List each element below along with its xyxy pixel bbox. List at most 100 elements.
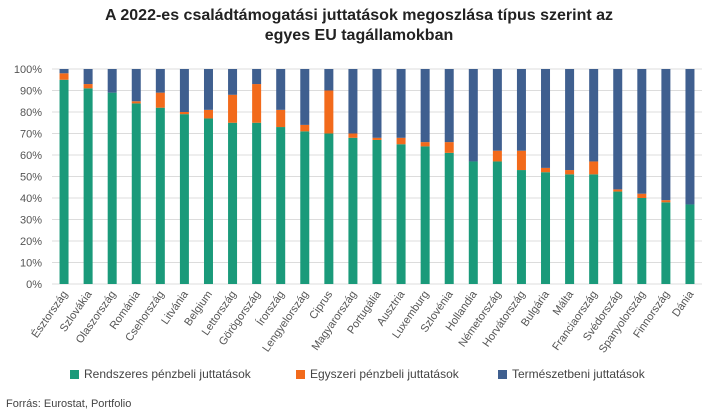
bar-segment — [83, 84, 93, 89]
bar-segment — [300, 69, 310, 125]
legend-label: Rendszeres pénzbeli juttatások — [84, 367, 252, 381]
bar-segment — [492, 161, 502, 284]
bar-segment — [228, 69, 238, 95]
bar-segment — [420, 146, 430, 284]
bar-segment — [59, 73, 69, 80]
y-tick-label: 80% — [20, 107, 42, 119]
y-tick-label: 50% — [20, 172, 42, 184]
bar-segment — [300, 131, 310, 284]
bar-segment — [685, 204, 695, 284]
bar-segment — [155, 69, 165, 93]
bar-segment — [444, 152, 454, 284]
bar-segment — [637, 198, 647, 284]
bar-segment — [589, 161, 599, 175]
bar-segment — [83, 69, 93, 85]
bar-segment — [203, 118, 213, 284]
bar-segment — [300, 124, 310, 132]
bar-segment — [565, 69, 575, 171]
bar-segment — [516, 150, 526, 171]
bar-segment — [637, 69, 647, 194]
y-tick-label: 60% — [20, 150, 42, 162]
bar-segment — [155, 92, 165, 108]
bar-segment — [59, 69, 69, 74]
bar-segment — [179, 114, 189, 285]
bar-segment — [324, 90, 334, 134]
bar-segment — [252, 84, 262, 123]
bar-layer — [59, 69, 695, 285]
bar-segment — [420, 69, 430, 143]
legend-swatch — [296, 370, 305, 379]
y-tick-label: 10% — [20, 258, 42, 270]
bar-segment — [589, 69, 599, 162]
x-tick-label: Dánia — [670, 288, 697, 319]
bar-segment — [613, 69, 623, 190]
bar-segment — [468, 69, 478, 162]
bar-segment — [468, 161, 478, 284]
bar-segment — [348, 69, 358, 134]
bar-segment — [252, 122, 262, 284]
chart-title: A 2022-es családtámogatási juttatások me… — [0, 6, 718, 46]
legend-label: Egyszeri pénzbeli juttatások — [310, 367, 460, 381]
bar-segment — [565, 174, 575, 284]
y-tick-label: 0% — [26, 279, 42, 291]
legend: Rendszeres pénzbeli juttatások Egyszeri p… — [70, 367, 646, 381]
bar-segment — [131, 103, 141, 285]
bar-segment — [276, 69, 286, 110]
bar-segment — [372, 137, 382, 140]
bar-segment — [179, 69, 189, 112]
bar-segment — [276, 127, 286, 284]
bar-segment — [348, 137, 358, 284]
chart-title-line-2: egyes EU tagállamokban — [264, 27, 454, 44]
y-tick-label: 100% — [14, 64, 42, 76]
bar-segment — [613, 189, 623, 192]
bar-segment — [541, 167, 551, 173]
bar-segment — [276, 109, 286, 128]
bar-segment — [348, 133, 358, 138]
bar-segment — [324, 133, 334, 284]
bar-segment — [203, 109, 213, 119]
y-tick-label: 90% — [20, 86, 42, 98]
bar-segment — [396, 137, 406, 145]
chart-title-line-1: A 2022-es családtámogatási juttatások me… — [104, 7, 614, 24]
bar-segment — [420, 142, 430, 147]
bar-segment — [179, 112, 189, 115]
bar-segment — [516, 170, 526, 284]
bar-segment — [372, 139, 382, 284]
bar-segment — [107, 92, 117, 285]
bar-segment — [203, 69, 213, 110]
bar-segment — [565, 170, 575, 175]
bar-segment — [637, 193, 647, 198]
bar-segment — [589, 174, 599, 284]
bar-segment — [324, 69, 334, 91]
bar-segment — [107, 69, 117, 93]
y-tick-label: 70% — [20, 129, 42, 141]
legend-swatch — [498, 370, 507, 379]
bar-segment — [492, 150, 502, 162]
bar-segment — [83, 88, 93, 284]
bar-segment — [444, 69, 454, 143]
bar-segment — [541, 172, 551, 284]
bar-segment — [228, 94, 238, 123]
y-tick-label: 20% — [20, 236, 42, 248]
bar-segment — [541, 69, 551, 168]
y-tick-label: 30% — [20, 215, 42, 227]
bar-segment — [396, 69, 406, 138]
bar-segment — [131, 101, 141, 104]
bar-segment — [252, 69, 262, 85]
bar-segment — [685, 69, 695, 205]
y-tick-label: 40% — [20, 193, 42, 205]
bar-segment — [131, 69, 141, 102]
legend-label: Természetbeni juttatások — [512, 367, 646, 381]
source-note: Forrás: Eurostat, Portfolio — [6, 398, 132, 410]
bar-segment — [613, 191, 623, 284]
bar-segment — [59, 79, 69, 284]
bar-segment — [661, 202, 671, 284]
bar-segment — [155, 107, 165, 284]
bar-segment — [444, 142, 454, 153]
x-axis-ticks: ÉsztországSzlovákiaOlaszországRomániaCse… — [29, 288, 697, 355]
bar-segment — [492, 69, 502, 151]
bar-segment — [516, 69, 526, 151]
bar-segment — [661, 200, 671, 203]
